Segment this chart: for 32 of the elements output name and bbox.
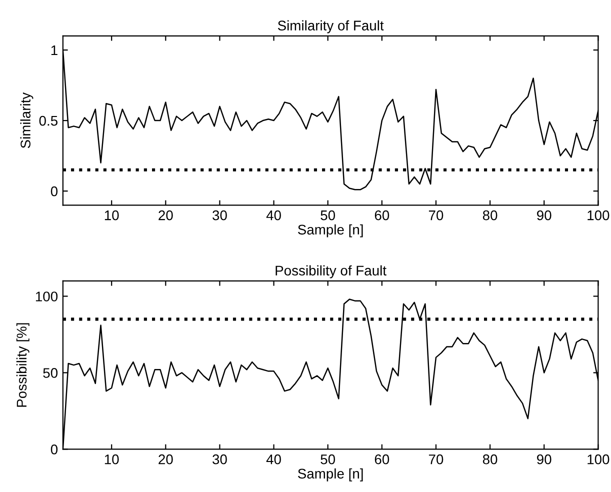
x-tick-label: 80 — [482, 454, 498, 464]
x-tick-label: 50 — [320, 210, 336, 220]
chart-title: Possibility of Fault — [276, 265, 386, 278]
x-tick-label: 50 — [320, 454, 336, 464]
y-tick-label: 1 — [51, 45, 58, 56]
x-tick-label: 10 — [104, 210, 119, 220]
y-tick-label: 0 — [50, 444, 58, 454]
x-tick-label: 60 — [374, 454, 390, 464]
x-tick-label: 30 — [212, 210, 227, 220]
x-tick-label: 30 — [212, 454, 227, 464]
x-tick-label: 100 — [588, 454, 610, 464]
x-tick-label: 60 — [374, 210, 390, 220]
x-tick-label: 20 — [158, 210, 173, 220]
x-tick-label: 70 — [428, 454, 444, 464]
x-tick-label: 100 — [588, 210, 610, 220]
x-tick-label: 70 — [428, 210, 444, 220]
y-tick-label: 0.5 — [39, 116, 58, 126]
x-tick-label: 80 — [482, 210, 498, 220]
x-tick-label: 40 — [266, 454, 281, 464]
x-tick-label: 40 — [266, 210, 281, 220]
y-axis-title: Similarity — [20, 92, 34, 148]
x-tick-label: 20 — [158, 454, 173, 464]
y-tick-label: 0 — [50, 186, 58, 196]
y-tick-label: 50 — [43, 368, 58, 378]
y-axis-title: Possibility [%] — [16, 323, 30, 407]
x-tick-label: 90 — [537, 454, 552, 464]
x-axis-title: Sample [n] — [298, 468, 363, 482]
x-tick-label: 90 — [537, 210, 552, 220]
x-axis-title: Sample [n] — [298, 224, 363, 238]
chart-title: Similarity of Fault — [278, 20, 384, 34]
x-tick-label: 10 — [104, 454, 119, 464]
y-tick-label: 100 — [36, 292, 58, 302]
